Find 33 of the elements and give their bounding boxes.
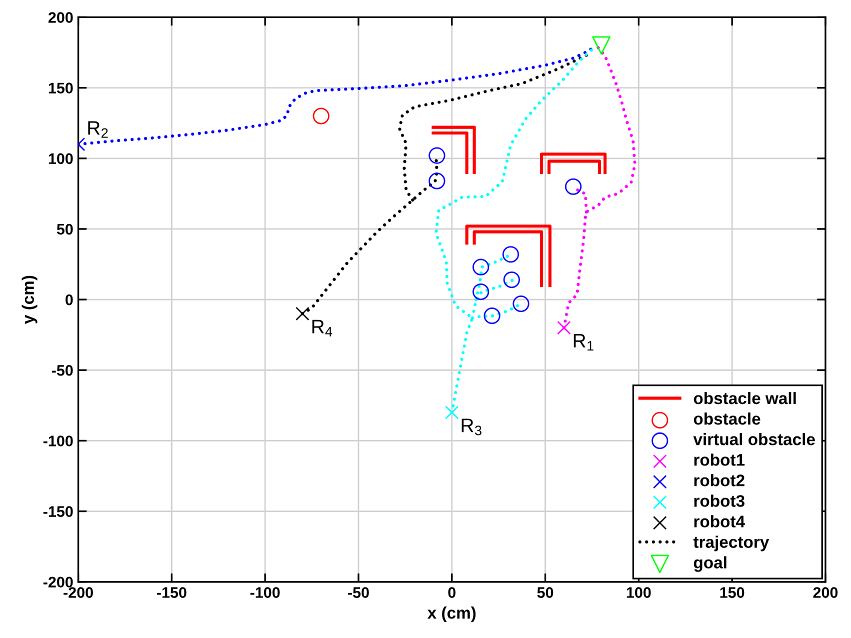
x-axis-title: x (cm) [427, 606, 476, 622]
y-tick-label: -50 [52, 364, 73, 376]
legend-label: robot2 [694, 474, 744, 486]
y-tick-label: 0 [66, 294, 73, 306]
legend-label: virtual obstacle [693, 433, 815, 446]
y-tick-label: 100 [48, 153, 73, 164]
legend-label: obstacle wall [694, 392, 796, 404]
y-axis-title: y (cm) [22, 276, 38, 324]
annotation: R$_{3}$ [462, 418, 482, 436]
y-tick-label: -150 [43, 506, 73, 517]
x-tick-label: -50 [348, 587, 369, 598]
x-tick-label: -200 [64, 587, 93, 598]
legend-label: goal [694, 556, 726, 572]
legend-label: robot3 [694, 494, 744, 507]
legend-label: robot4 [694, 515, 745, 528]
x-tick-label: 50 [537, 587, 554, 598]
x-tick-label: 100 [626, 587, 651, 598]
annotation: R$_{1}$ [574, 334, 594, 350]
y-tick-label: 150 [48, 82, 73, 94]
legend-label: obstacle [694, 412, 760, 425]
y-tick-label: 50 [56, 224, 73, 235]
y-tick-label: -100 [43, 436, 73, 446]
x-tick-label: 0 [448, 587, 456, 598]
y-tick-label: 200 [48, 12, 73, 23]
annotation: R$_{2}$ [88, 121, 108, 138]
x-tick-label: 150 [720, 587, 744, 598]
x-tick-label: -150 [157, 587, 186, 598]
y-tick-label: -200 [43, 576, 73, 588]
x-tick-label: 200 [813, 587, 838, 598]
x-tick-label: -100 [250, 587, 280, 598]
legend-label: trajectory [693, 536, 770, 552]
annotation: R$_{4}$ [312, 320, 332, 336]
legend-label: robot1 [694, 454, 745, 466]
